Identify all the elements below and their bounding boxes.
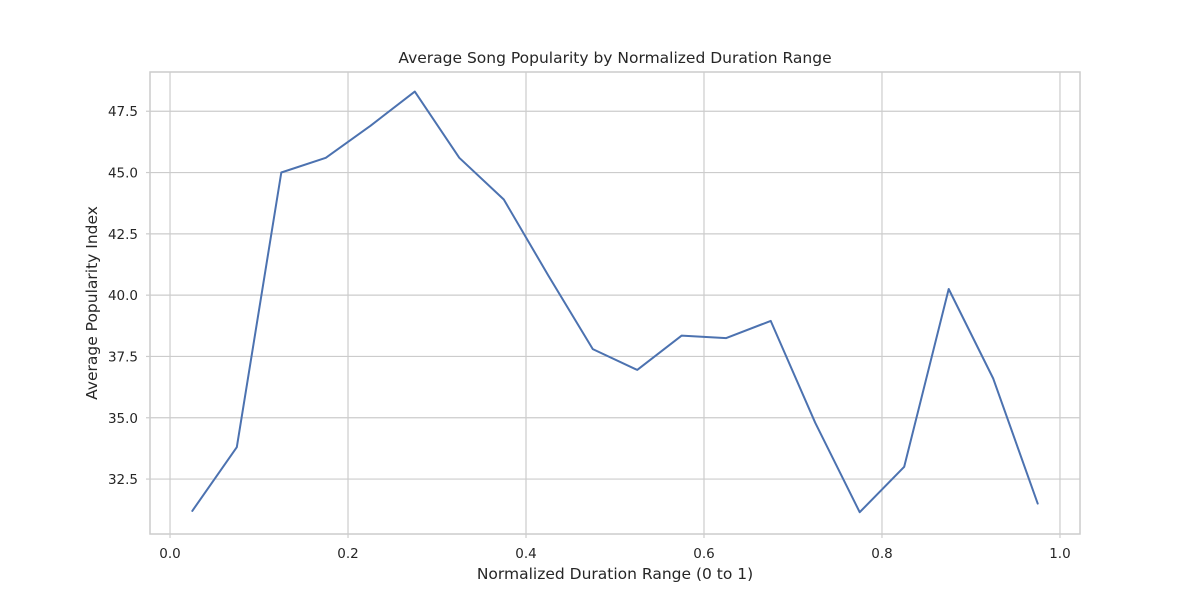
tick-labels: 0.0 0.2 0.4 0.6 0.8 1.0 32.5 35.0 37.5 40.0 42.5 45…: [108, 104, 1071, 562]
series-line-0: [191, 90, 1039, 514]
x-tick-label: 0.2: [337, 546, 358, 562]
x-tick-label: 0.6: [693, 546, 714, 562]
series-layer: [191, 90, 1039, 514]
plot-frame: [149, 71, 1081, 535]
y-tick-label: 45.0: [108, 166, 138, 182]
y-tick-label: 42.5: [108, 227, 138, 243]
x-tick-label: 0.8: [871, 546, 892, 562]
x-tick-label: 0.4: [515, 546, 536, 562]
y-tick-label: 32.5: [108, 472, 138, 488]
y-tick-label: 47.5: [108, 104, 138, 120]
y-tick-label: 40.0: [108, 288, 138, 304]
y-axis-label: Average Popularity Index: [83, 206, 101, 400]
chart-title: Average Song Popularity by Normalized Du…: [398, 49, 831, 67]
x-tick-label: 0.0: [159, 546, 180, 562]
y-tick-label: 35.0: [108, 411, 138, 427]
x-tick-label: 1.0: [1049, 546, 1070, 562]
grid: [146, 72, 1080, 538]
x-axis-label: Normalized Duration Range (0 to 1): [477, 565, 753, 583]
y-tick-label: 37.5: [108, 349, 138, 365]
